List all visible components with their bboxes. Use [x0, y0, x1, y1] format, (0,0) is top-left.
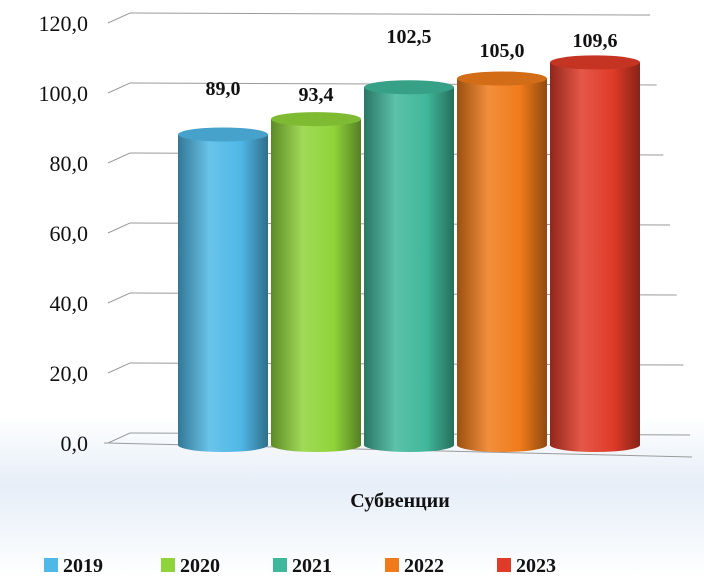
legend-item-2020: 2020: [161, 555, 220, 577]
y-tick-label: 60,0: [50, 221, 89, 246]
gridline-side: [107, 362, 131, 374]
y-tick-label: 120,0: [39, 11, 89, 36]
bar-top: [364, 80, 454, 95]
legend-swatch: [497, 558, 511, 572]
legend-item-2022: 2022: [385, 555, 444, 577]
gridline-side: [107, 432, 131, 444]
y-tick-label: 40,0: [50, 291, 89, 316]
bar-body: [364, 87, 454, 452]
data-label-2021: 102,5: [387, 26, 432, 48]
bar-body: [271, 119, 361, 452]
bar-2021: [364, 80, 454, 452]
bar-2020: [271, 112, 361, 452]
gridline-side: [107, 12, 131, 24]
gridline-side: [107, 152, 131, 164]
legend-item-2021: 2021: [273, 555, 332, 577]
legend-swatch: [273, 558, 287, 572]
y-tick-label: 20,0: [50, 361, 89, 386]
bar-2019: [178, 127, 268, 452]
data-label-2023: 109,6: [573, 30, 618, 52]
legend-label: 2019: [63, 555, 103, 577]
gridline-side: [107, 82, 131, 94]
y-tick-label: 0,0: [61, 431, 89, 456]
legend-label: 2023: [516, 555, 556, 577]
y-axis-tick-labels: 0,0 20,0 40,0 60,0 80,0 100,0 120,0: [39, 11, 89, 456]
bar-top: [178, 127, 268, 142]
data-label-2022: 105,0: [480, 40, 525, 62]
bar-top: [457, 71, 547, 86]
gridline-side: [107, 222, 131, 234]
bar-body: [178, 134, 268, 452]
legend-swatch: [161, 558, 175, 572]
legend-item-2023: 2023: [497, 555, 556, 577]
x-category-label: Субвенции: [350, 490, 449, 512]
y-tick-label: 80,0: [50, 151, 89, 176]
bar-top: [550, 55, 640, 70]
legend: 2019 2020 2021 2022 2023: [44, 555, 556, 577]
legend-item-2019: 2019: [44, 555, 103, 577]
gridline-side: [107, 292, 131, 304]
y-tick-label: 100,0: [39, 81, 89, 106]
bar-body: [550, 62, 640, 453]
legend-label: 2022: [404, 555, 444, 577]
legend-label: 2020: [180, 555, 220, 577]
data-label-2019: 89,0: [206, 78, 241, 100]
bar-2022: [457, 71, 547, 452]
data-label-2020: 93,4: [299, 84, 334, 106]
bar-2023: [550, 55, 640, 453]
bars: [178, 55, 640, 453]
legend-label: 2021: [292, 555, 332, 577]
bar-body: [457, 78, 547, 452]
bar-top: [271, 112, 361, 127]
data-labels: 89,0 93,4 102,5 105,0 109,6: [206, 26, 618, 106]
gridline: [129, 12, 651, 16]
legend-swatch: [44, 558, 58, 572]
legend-swatch: [385, 558, 399, 572]
